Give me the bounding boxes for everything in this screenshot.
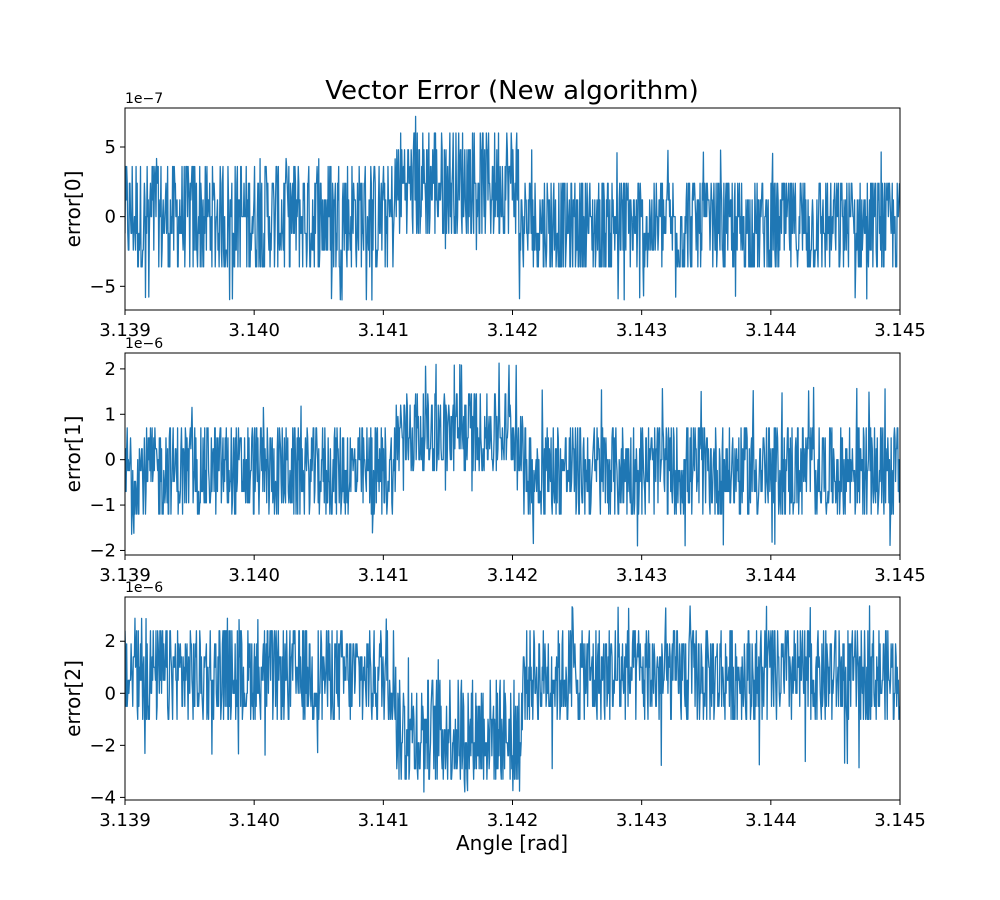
subplot-0: 3.139 3.140 3.141 3.142 3.143 3.144 3.145 −5 0 5 1… <box>61 91 926 341</box>
x-tick-label: 3.145 <box>874 810 926 831</box>
x-tick-label: 3.139 <box>99 565 151 586</box>
x-tick-label: 3.140 <box>228 320 280 341</box>
y-tick-label: −2 <box>89 735 116 756</box>
x-tick-label: 3.145 <box>874 320 926 341</box>
y-tick-label: 1 <box>105 404 116 425</box>
subplot-1: 3.139 3.140 3.141 3.142 3.143 3.144 3.145 −2 −1 0… <box>61 336 926 586</box>
y-offset-label: 1e−6 <box>125 336 163 352</box>
y-tick-label: 2 <box>105 359 116 380</box>
x-tick-label: 3.143 <box>616 320 668 341</box>
x-tick-label: 3.144 <box>745 565 797 586</box>
x-axis-label: Angle [rad] <box>456 831 568 855</box>
y-tick-label: −1 <box>89 495 116 516</box>
y-tick-label: 0 <box>105 683 116 704</box>
y-offset-label: 1e−6 <box>125 580 163 596</box>
y-offset-label: 1e−7 <box>125 91 163 107</box>
y-tick-label: 5 <box>105 137 116 158</box>
x-tick-label: 3.145 <box>874 565 926 586</box>
x-tick-label: 3.142 <box>487 810 539 831</box>
chart-title: Vector Error (New algorithm) <box>325 76 699 106</box>
subplots: 3.139 3.140 3.141 3.142 3.143 3.144 3.145 −5 0 5 1… <box>61 91 926 831</box>
x-tick-label: 3.143 <box>616 565 668 586</box>
x-tick-label: 3.139 <box>99 810 151 831</box>
x-tick-label: 3.140 <box>228 565 280 586</box>
y-tick-label: −5 <box>89 276 116 297</box>
x-tick-label: 3.141 <box>358 565 410 586</box>
x-tick-label: 3.139 <box>99 320 151 341</box>
x-tick-label: 3.143 <box>616 810 668 831</box>
x-tick-label: 3.144 <box>745 810 797 831</box>
y-axis-label: error[0] <box>61 171 85 248</box>
x-tick-label: 3.140 <box>228 810 280 831</box>
y-tick-label: 0 <box>105 450 116 471</box>
subplot-2: 3.139 3.140 3.141 3.142 3.143 3.144 3.145 −4 −2 0… <box>61 580 926 831</box>
x-tick-label: 3.142 <box>487 320 539 341</box>
x-tick-label: 3.141 <box>358 810 410 831</box>
x-tick-label: 3.141 <box>358 320 410 341</box>
y-tick-label: 0 <box>105 207 116 228</box>
x-tick-label: 3.142 <box>487 565 539 586</box>
y-axis-label: error[1] <box>61 416 85 493</box>
x-tick-label: 3.144 <box>745 320 797 341</box>
y-axis-label: error[2] <box>61 660 85 737</box>
series-line-1-0 <box>125 362 900 547</box>
series-line-2-0 <box>125 605 900 793</box>
y-tick-label: −4 <box>89 787 116 808</box>
series-line-0-0 <box>125 115 900 301</box>
y-tick-label: 2 <box>105 631 116 652</box>
y-tick-label: −2 <box>89 540 116 561</box>
